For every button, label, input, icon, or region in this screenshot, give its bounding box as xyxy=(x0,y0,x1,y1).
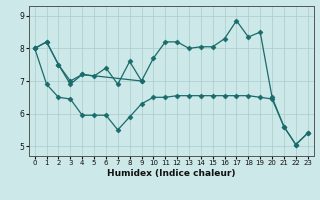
X-axis label: Humidex (Indice chaleur): Humidex (Indice chaleur) xyxy=(107,169,236,178)
